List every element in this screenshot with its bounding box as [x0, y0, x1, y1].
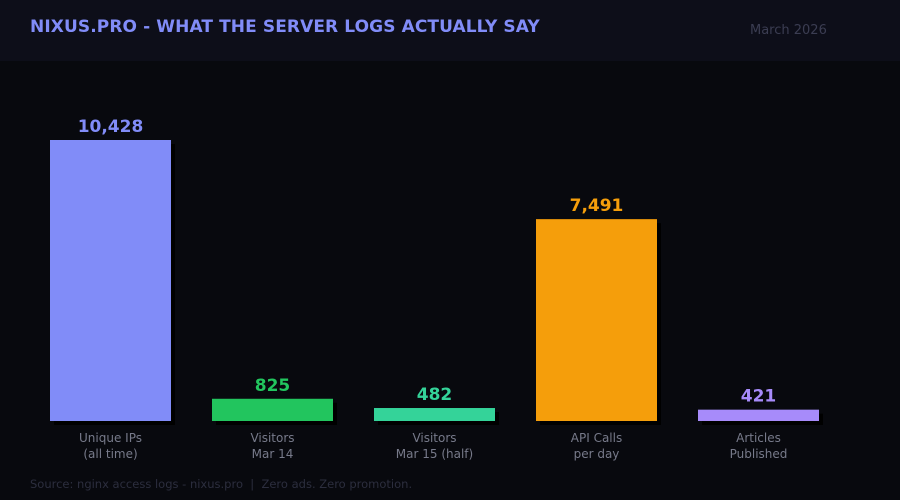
value-label: 7,491 — [570, 196, 624, 216]
chart-title: NIXUS.PRO - WHAT THE SERVER LOGS ACTUALL… — [30, 17, 540, 37]
bar — [50, 140, 171, 421]
value-label: 421 — [741, 387, 777, 407]
source-footnote: Source: nginx access logs - nixus.pro | … — [30, 477, 413, 491]
bar — [212, 398, 333, 421]
category-label: per day — [574, 447, 620, 461]
category-label: Unique IPs — [79, 431, 142, 445]
header: NIXUS.PRO - WHAT THE SERVER LOGS ACTUALL… — [0, 0, 900, 61]
bar — [536, 219, 657, 421]
category-label: Published — [730, 447, 788, 461]
category-label: Mar 14 — [252, 447, 294, 461]
bar — [374, 408, 495, 421]
category-label: API Calls — [571, 431, 622, 445]
category-label: Mar 15 (half) — [396, 447, 473, 461]
category-label: Visitors — [412, 431, 456, 445]
category-label: Articles — [736, 431, 781, 445]
category-label: (all time) — [83, 447, 137, 461]
date-label: March 2026 — [750, 23, 827, 38]
value-label: 482 — [417, 385, 453, 405]
bar — [698, 409, 819, 421]
value-label: 10,428 — [78, 117, 144, 137]
category-label: Visitors — [250, 431, 294, 445]
value-label: 825 — [255, 376, 291, 396]
